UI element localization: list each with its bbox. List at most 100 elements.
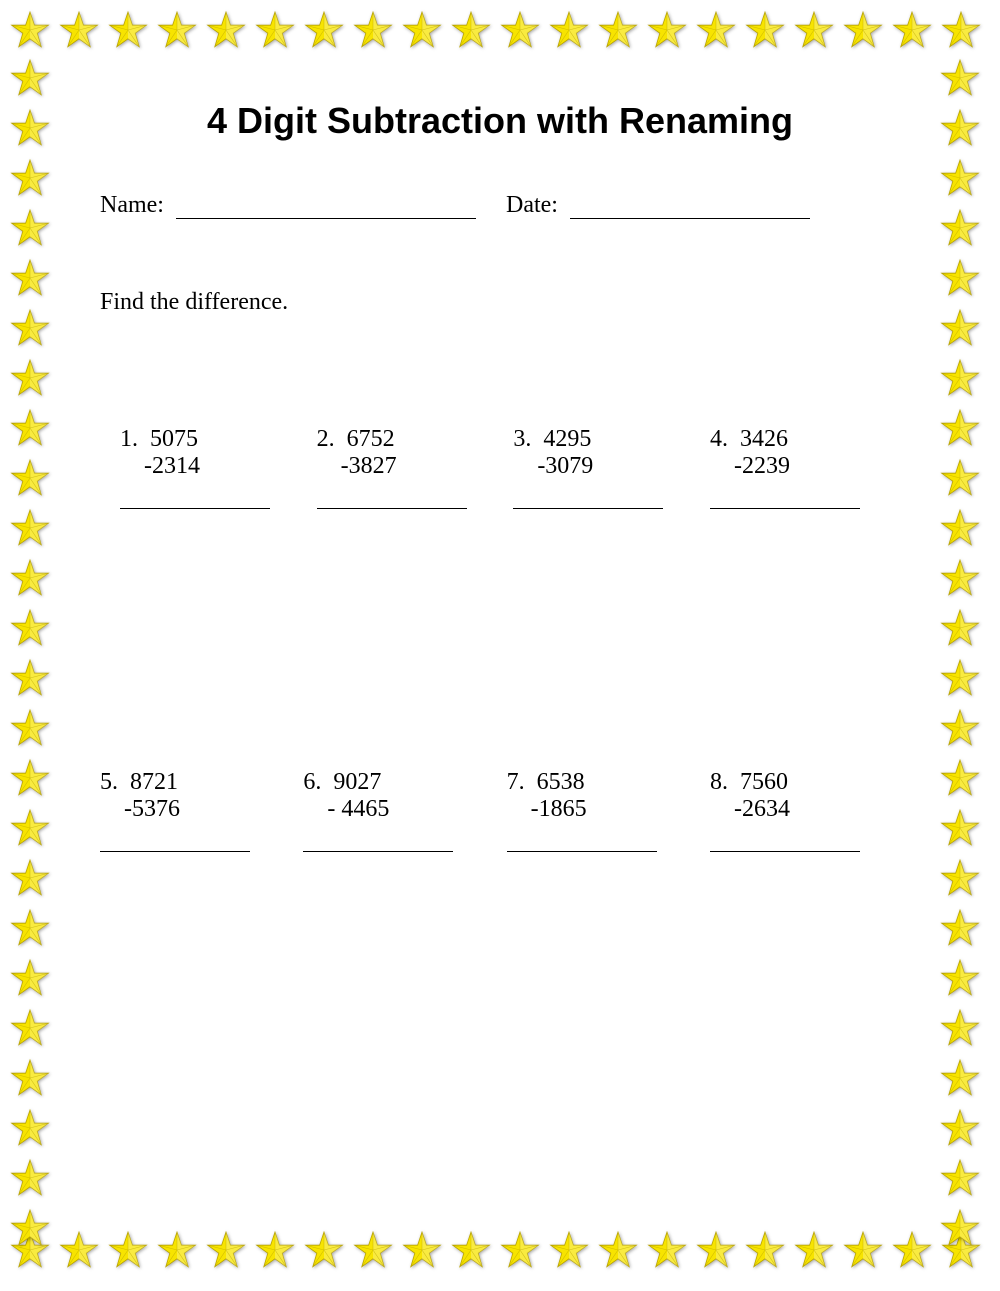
star-icon bbox=[10, 58, 50, 98]
star-icon bbox=[745, 1230, 785, 1270]
star-icon bbox=[940, 908, 980, 948]
star-icon bbox=[10, 958, 50, 998]
name-underline[interactable] bbox=[176, 196, 476, 219]
star-icon bbox=[451, 10, 491, 50]
problem-subtrahend: -3079 bbox=[513, 453, 693, 480]
problem-subtrahend: -3827 bbox=[317, 453, 497, 480]
problem: 4. 3426 -2239 bbox=[710, 426, 890, 509]
problem-minuend: 8. 7560 bbox=[710, 769, 890, 796]
star-icon bbox=[940, 358, 980, 398]
star-icon bbox=[10, 258, 50, 298]
problem-subtrahend: -2314 bbox=[120, 453, 300, 480]
star-icon bbox=[10, 1058, 50, 1098]
problem-subtrahend: -1865 bbox=[507, 796, 687, 823]
star-icon bbox=[10, 1208, 50, 1248]
star-icon bbox=[940, 158, 980, 198]
star-icon bbox=[500, 10, 540, 50]
star-icon bbox=[940, 1158, 980, 1198]
star-icon bbox=[10, 1158, 50, 1198]
star-icon bbox=[940, 1208, 980, 1248]
star-icon bbox=[206, 10, 246, 50]
name-date-row: Name: Date: bbox=[100, 192, 900, 219]
problem: 1. 5075 -2314 bbox=[120, 426, 300, 509]
star-icon bbox=[255, 10, 295, 50]
problem: 8. 7560 -2634 bbox=[710, 769, 890, 852]
star-icon bbox=[940, 558, 980, 598]
star-icon bbox=[10, 558, 50, 598]
problem: 7. 6538 -1865 bbox=[507, 769, 687, 852]
star-icon bbox=[549, 10, 589, 50]
star-icon bbox=[940, 658, 980, 698]
star-icon bbox=[940, 308, 980, 348]
star-icon bbox=[402, 10, 442, 50]
star-icon bbox=[940, 958, 980, 998]
star-icon bbox=[794, 1230, 834, 1270]
star-icon bbox=[940, 58, 980, 98]
star-icon bbox=[108, 1230, 148, 1270]
star-icon bbox=[940, 1108, 980, 1148]
star-icon bbox=[255, 1230, 295, 1270]
problem-minuend: 1. 5075 bbox=[120, 426, 300, 453]
star-icon bbox=[353, 1230, 393, 1270]
star-icon bbox=[10, 508, 50, 548]
date-field: Date: bbox=[506, 192, 810, 219]
star-icon bbox=[940, 458, 980, 498]
problem-minuend: 4. 3426 bbox=[710, 426, 890, 453]
star-icon bbox=[940, 858, 980, 898]
answer-underline[interactable] bbox=[303, 841, 453, 852]
star-icon bbox=[940, 1008, 980, 1048]
problem-minuend: 6. 9027 bbox=[303, 769, 483, 796]
star-icon bbox=[10, 808, 50, 848]
star-icon bbox=[451, 1230, 491, 1270]
star-icon bbox=[157, 10, 197, 50]
answer-underline[interactable] bbox=[507, 841, 657, 852]
problem-minuend: 7. 6538 bbox=[507, 769, 687, 796]
problem-subtrahend: -5376 bbox=[100, 796, 280, 823]
star-icon bbox=[10, 358, 50, 398]
star-icon bbox=[304, 1230, 344, 1270]
star-icon bbox=[940, 708, 980, 748]
star-icon bbox=[10, 858, 50, 898]
star-icon bbox=[10, 308, 50, 348]
star-icon bbox=[940, 208, 980, 248]
star-icon bbox=[304, 10, 344, 50]
star-icon bbox=[59, 1230, 99, 1270]
star-icon bbox=[843, 1230, 883, 1270]
answer-underline[interactable] bbox=[710, 841, 860, 852]
answer-underline[interactable] bbox=[513, 498, 663, 509]
star-icon bbox=[940, 508, 980, 548]
star-icon bbox=[892, 1230, 932, 1270]
page-title: 4 Digit Subtraction with Renaming bbox=[100, 100, 900, 142]
star-icon bbox=[157, 1230, 197, 1270]
star-icon bbox=[500, 1230, 540, 1270]
star-icon bbox=[10, 158, 50, 198]
star-icon bbox=[549, 1230, 589, 1270]
date-underline[interactable] bbox=[570, 196, 810, 219]
star-icon bbox=[941, 10, 981, 50]
star-icon bbox=[402, 1230, 442, 1270]
problem: 2. 6752 -3827 bbox=[317, 426, 497, 509]
star-icon bbox=[10, 208, 50, 248]
star-icon bbox=[843, 10, 883, 50]
star-icon bbox=[10, 708, 50, 748]
star-icon bbox=[940, 1058, 980, 1098]
star-icon bbox=[108, 10, 148, 50]
answer-underline[interactable] bbox=[317, 498, 467, 509]
problem: 3. 4295 -3079 bbox=[513, 426, 693, 509]
answer-underline[interactable] bbox=[100, 841, 250, 852]
star-icon bbox=[696, 1230, 736, 1270]
star-icon bbox=[10, 908, 50, 948]
star-icon bbox=[10, 408, 50, 448]
instruction-text: Find the difference. bbox=[100, 289, 900, 316]
problem-subtrahend: -2239 bbox=[710, 453, 890, 480]
star-icon bbox=[10, 1008, 50, 1048]
name-field: Name: bbox=[100, 192, 476, 219]
answer-underline[interactable] bbox=[120, 498, 270, 509]
problem: 6. 9027 - 4465 bbox=[303, 769, 483, 852]
star-icon bbox=[940, 108, 980, 148]
star-icon bbox=[59, 10, 99, 50]
worksheet-page: 4 Digit Subtraction with Renaming Name: … bbox=[0, 0, 1000, 1291]
answer-underline[interactable] bbox=[710, 498, 860, 509]
star-icon bbox=[940, 258, 980, 298]
problem-minuend: 5. 8721 bbox=[100, 769, 280, 796]
